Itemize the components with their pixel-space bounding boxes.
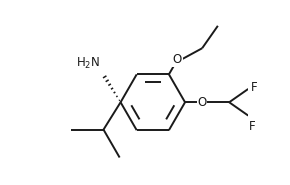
Text: F: F [251,81,257,95]
Text: H$_2$N: H$_2$N [77,56,101,71]
Text: F: F [249,120,256,133]
Text: O: O [173,53,182,66]
Text: O: O [197,96,206,109]
